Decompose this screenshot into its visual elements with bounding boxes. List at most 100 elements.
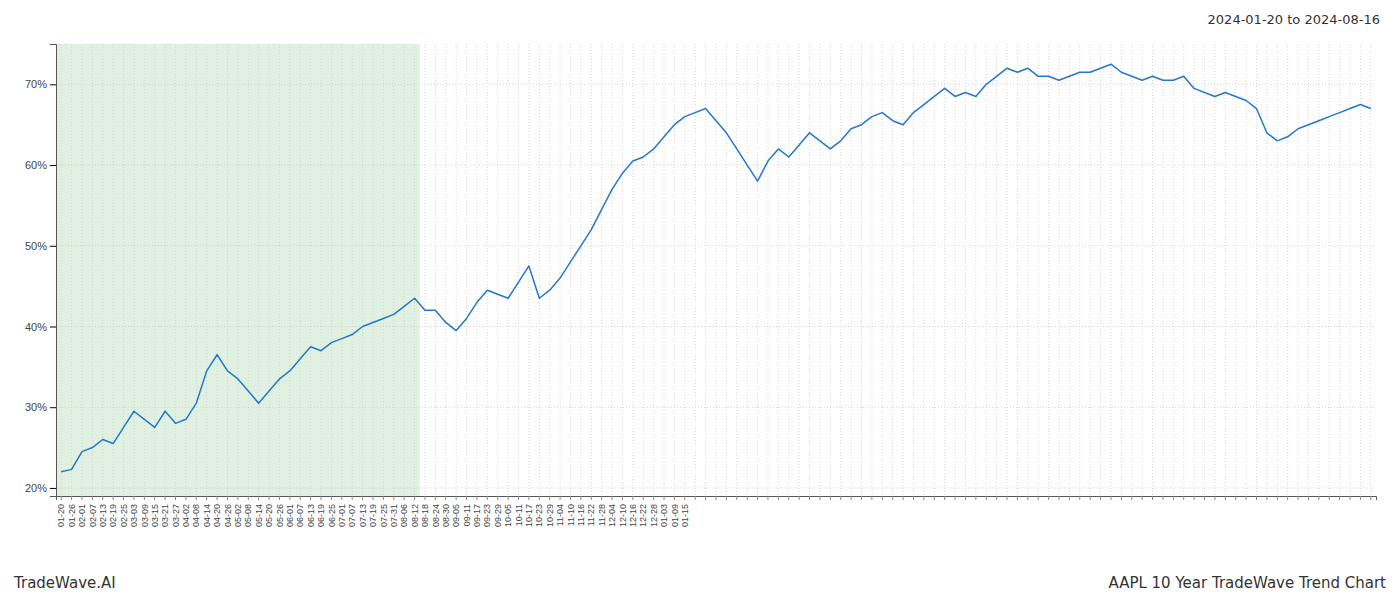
x-tick: 11-28 [597, 496, 607, 526]
x-tick-mark [747, 496, 748, 500]
footer-right: AAPL 10 Year TradeWave Trend Chart [1108, 574, 1386, 592]
grid-line-x [1038, 44, 1039, 496]
grid-line-x [539, 44, 540, 496]
x-tick [1370, 496, 1371, 500]
x-tick-label: 01-20 [56, 504, 66, 527]
x-tick-label: 10-11 [514, 504, 524, 526]
x-tick [851, 496, 852, 500]
y-tick-mark [50, 165, 56, 166]
x-tick-mark [383, 496, 384, 500]
x-tick: 03-21 [160, 496, 170, 527]
grid-line-x [851, 44, 852, 496]
y-tick-mark [50, 407, 56, 408]
x-tick-mark [580, 496, 581, 500]
grid-line-x [279, 44, 280, 496]
grid-line-x [102, 44, 103, 496]
grid-line-x [1152, 44, 1153, 496]
x-tick [1329, 496, 1330, 500]
x-tick: 05-02 [233, 496, 243, 527]
x-tick-label: 05-20 [264, 504, 274, 527]
x-tick-label: 02-25 [119, 504, 129, 527]
x-tick: 07-31 [389, 496, 399, 527]
x-tick [1214, 496, 1215, 500]
x-tick [1090, 496, 1091, 500]
x-tick-mark [445, 496, 446, 500]
x-tick-label: 07-13 [358, 504, 368, 527]
x-tick: 01-26 [67, 496, 77, 527]
grid-line-x [1194, 44, 1195, 496]
y-axis-line [50, 45, 57, 497]
grid-line-x [632, 44, 633, 496]
x-tick-mark [476, 496, 477, 500]
grid-line-x [747, 44, 748, 496]
x-tick [1287, 496, 1288, 500]
x-tick-mark [133, 496, 134, 500]
grid-line-x [237, 44, 238, 496]
x-tick-label: 08-30 [441, 504, 451, 527]
x-tick-mark [851, 496, 852, 500]
x-tick-label: 08-18 [420, 504, 430, 527]
grid-line-x [580, 44, 581, 496]
x-tick-mark [996, 496, 997, 500]
grid-line-x [799, 44, 800, 496]
grid-line-x [601, 44, 602, 496]
x-tick: 07-19 [368, 496, 378, 527]
x-tick [1183, 496, 1184, 500]
x-tick: 04-02 [181, 496, 191, 527]
grid-line-x [705, 44, 706, 496]
x-tick [871, 496, 872, 500]
x-tick: 05-14 [254, 496, 264, 527]
x-tick-mark [81, 496, 82, 500]
x-tick-mark [1058, 496, 1059, 500]
plot-area: 20%30%40%50%60%70%01-2001-2602-0102-0702… [25, 44, 1377, 527]
grid-line-x [206, 44, 207, 496]
x-tick-label: 07-25 [379, 504, 389, 527]
x-tick-mark [653, 496, 654, 500]
x-tick [1318, 496, 1319, 500]
grid-line-x [861, 44, 862, 496]
x-tick-mark [1287, 496, 1288, 500]
grid-line-x [217, 44, 218, 496]
x-tick-mark [1069, 496, 1070, 500]
x-tick-mark [809, 496, 810, 500]
x-tick [882, 496, 883, 500]
x-tick-mark [913, 496, 914, 500]
grid-line-x [71, 44, 72, 496]
grid-line-x [456, 44, 457, 496]
x-tick-mark [788, 496, 789, 500]
x-tick: 04-14 [202, 496, 212, 527]
x-tick [944, 496, 945, 500]
x-tick-mark [830, 496, 831, 500]
x-tick [757, 496, 758, 500]
x-tick-mark [1173, 496, 1174, 500]
x-tick [1121, 496, 1122, 500]
x-tick-mark [373, 496, 374, 500]
x-tick [1339, 496, 1340, 500]
x-tick-label: 09-05 [451, 504, 461, 527]
x-tick [1277, 496, 1278, 500]
x-tick [1266, 496, 1267, 500]
grid-line-x [258, 44, 259, 496]
x-tick-label: 12-28 [649, 504, 659, 527]
x-tick-mark [456, 496, 457, 500]
grid-line-x [518, 44, 519, 496]
grid-line-x [300, 44, 301, 496]
grid-line-x [591, 44, 592, 496]
x-tick-label: 03-03 [129, 504, 139, 527]
x-tick [778, 496, 779, 500]
y-tick: 70% [25, 78, 56, 90]
grid-line-x [1329, 44, 1330, 496]
x-tick-label: 08-06 [399, 504, 409, 527]
grid-line-x [1266, 44, 1267, 496]
trend-line [61, 64, 1371, 472]
x-tick: 09-11 [462, 496, 472, 526]
x-tick-label: 03-09 [139, 504, 149, 527]
x-tick-mark [1360, 496, 1361, 500]
x-tick [892, 496, 893, 500]
x-tick-mark [1079, 496, 1080, 500]
x-tick-mark [664, 496, 665, 500]
x-tick-mark [217, 496, 218, 500]
x-tick-mark [778, 496, 779, 500]
grid-line-x [113, 44, 114, 496]
grid-line-x [871, 44, 872, 496]
